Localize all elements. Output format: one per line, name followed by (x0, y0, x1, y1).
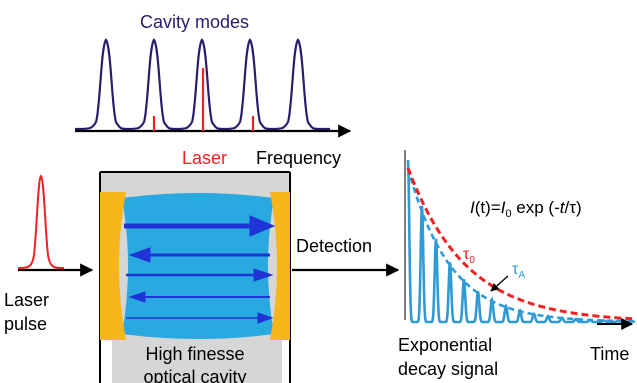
cavity-modes-title: Cavity modes (140, 12, 249, 32)
laser-label: Laser (182, 148, 227, 168)
tauA-label: τA (512, 261, 525, 281)
cavity-modes-curve (74, 38, 330, 131)
frequency-label: Frequency (256, 148, 341, 168)
laser-pulse-label-line2: pulse (4, 314, 47, 334)
envelope-tau-a (406, 167, 634, 323)
decay-equation: I(t)=I0 exp (-t/τ) (470, 198, 582, 220)
envelope-tau-0 (406, 167, 635, 321)
decay-label-line2: decay signal (398, 359, 498, 379)
detection-label: Detection (296, 236, 372, 256)
intracavity-beams (124, 215, 276, 324)
cavity-label-line2: optical cavity (143, 367, 246, 383)
tau0-label: τ0 (463, 246, 475, 266)
decay-label-line1: Exponential (398, 335, 492, 355)
laser-pulse-label-line1: Laser (4, 290, 49, 310)
right-mirror (270, 192, 290, 340)
time-label: Time (590, 344, 629, 364)
left-mirror (100, 192, 126, 340)
tau-pointer (490, 275, 509, 292)
cavity-medium (122, 193, 274, 339)
laser-pulse-curve (17, 174, 65, 269)
cavity-label-line1: High finesse (145, 344, 244, 364)
ringdown-signal (406, 159, 636, 324)
